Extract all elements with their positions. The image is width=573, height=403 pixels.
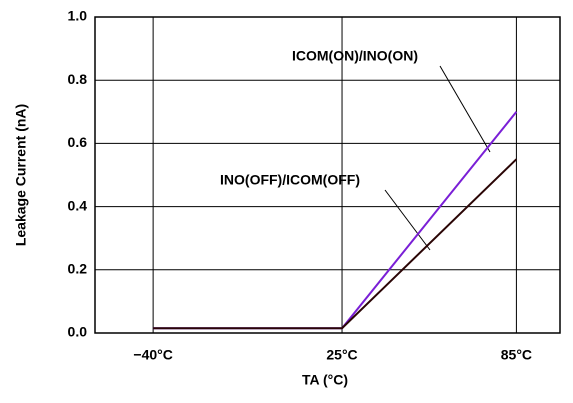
- x-axis-title: TA (°C): [302, 372, 348, 388]
- leader-line: [439, 65, 491, 153]
- series-label: ICOM(ON)/INO(ON): [292, 48, 418, 64]
- x-tick-label: 25°C: [326, 347, 357, 363]
- y-tick-label: 1.0: [68, 8, 88, 24]
- series-label: INO(OFF)/ICOM(OFF): [220, 172, 360, 188]
- y-tick-label: 0.4: [68, 197, 88, 213]
- series-line: [153, 158, 518, 330]
- x-tick-label: 85°C: [501, 347, 532, 363]
- leader-line: [384, 189, 431, 251]
- y-tick-label: 0.8: [68, 71, 88, 87]
- y-tick-label: 0.0: [68, 324, 88, 340]
- y-tick-label: 0.6: [68, 134, 88, 150]
- y-axis-title: Leakage Current (nA): [13, 104, 29, 246]
- x-tick-label: −40°C: [133, 347, 172, 363]
- y-tick-label: 0.2: [68, 261, 88, 277]
- series-line: [153, 111, 518, 330]
